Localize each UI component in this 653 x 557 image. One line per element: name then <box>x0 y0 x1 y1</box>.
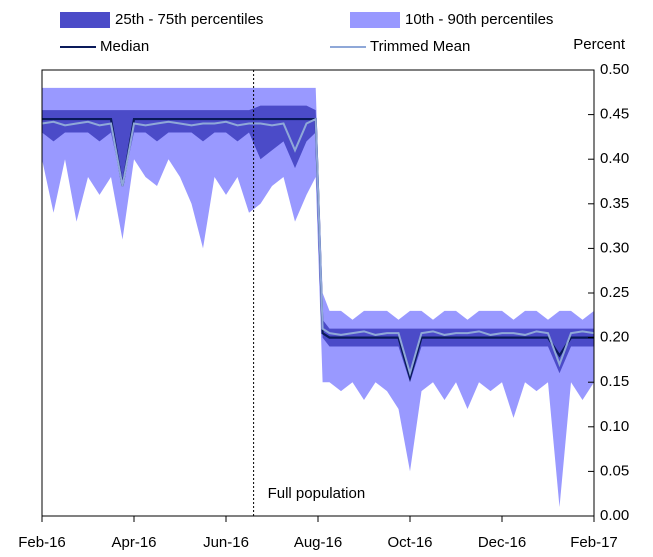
y-tick-label: 0.05 <box>600 462 629 479</box>
y-tick-label: 0.50 <box>600 61 629 78</box>
series-line <box>41 117 595 377</box>
y-tick-label: 0.10 <box>600 418 629 435</box>
y-tick-label: 0.00 <box>600 507 629 524</box>
x-tick-label: Feb-17 <box>570 534 618 551</box>
x-tick-label: Jun-16 <box>203 534 249 551</box>
legend-label: Median <box>100 38 149 55</box>
y-axis-label: Percent <box>573 36 626 53</box>
y-tick-label: 0.25 <box>600 284 629 301</box>
annotation-text: Full population <box>268 485 366 502</box>
legend-label: 25th - 75th percentiles <box>115 11 263 28</box>
y-tick-label: 0.45 <box>600 106 629 123</box>
y-tick-label: 0.20 <box>600 329 629 346</box>
legend-label: 10th - 90th percentiles <box>405 11 553 28</box>
percentile-band <box>42 105 594 383</box>
x-tick-label: Aug-16 <box>294 534 342 551</box>
x-tick-label: Apr-16 <box>111 534 156 551</box>
x-tick-label: Oct-16 <box>387 534 432 551</box>
y-tick-label: 0.15 <box>600 373 629 390</box>
x-tick-label: Dec-16 <box>478 534 526 551</box>
x-tick-label: Feb-16 <box>18 534 66 551</box>
legend-swatch <box>60 12 110 28</box>
legend-swatch <box>350 12 400 28</box>
y-tick-label: 0.35 <box>600 195 629 212</box>
legend-label: Trimmed Mean <box>370 38 470 55</box>
y-tick-label: 0.30 <box>600 239 629 256</box>
y-tick-label: 0.40 <box>600 150 629 167</box>
